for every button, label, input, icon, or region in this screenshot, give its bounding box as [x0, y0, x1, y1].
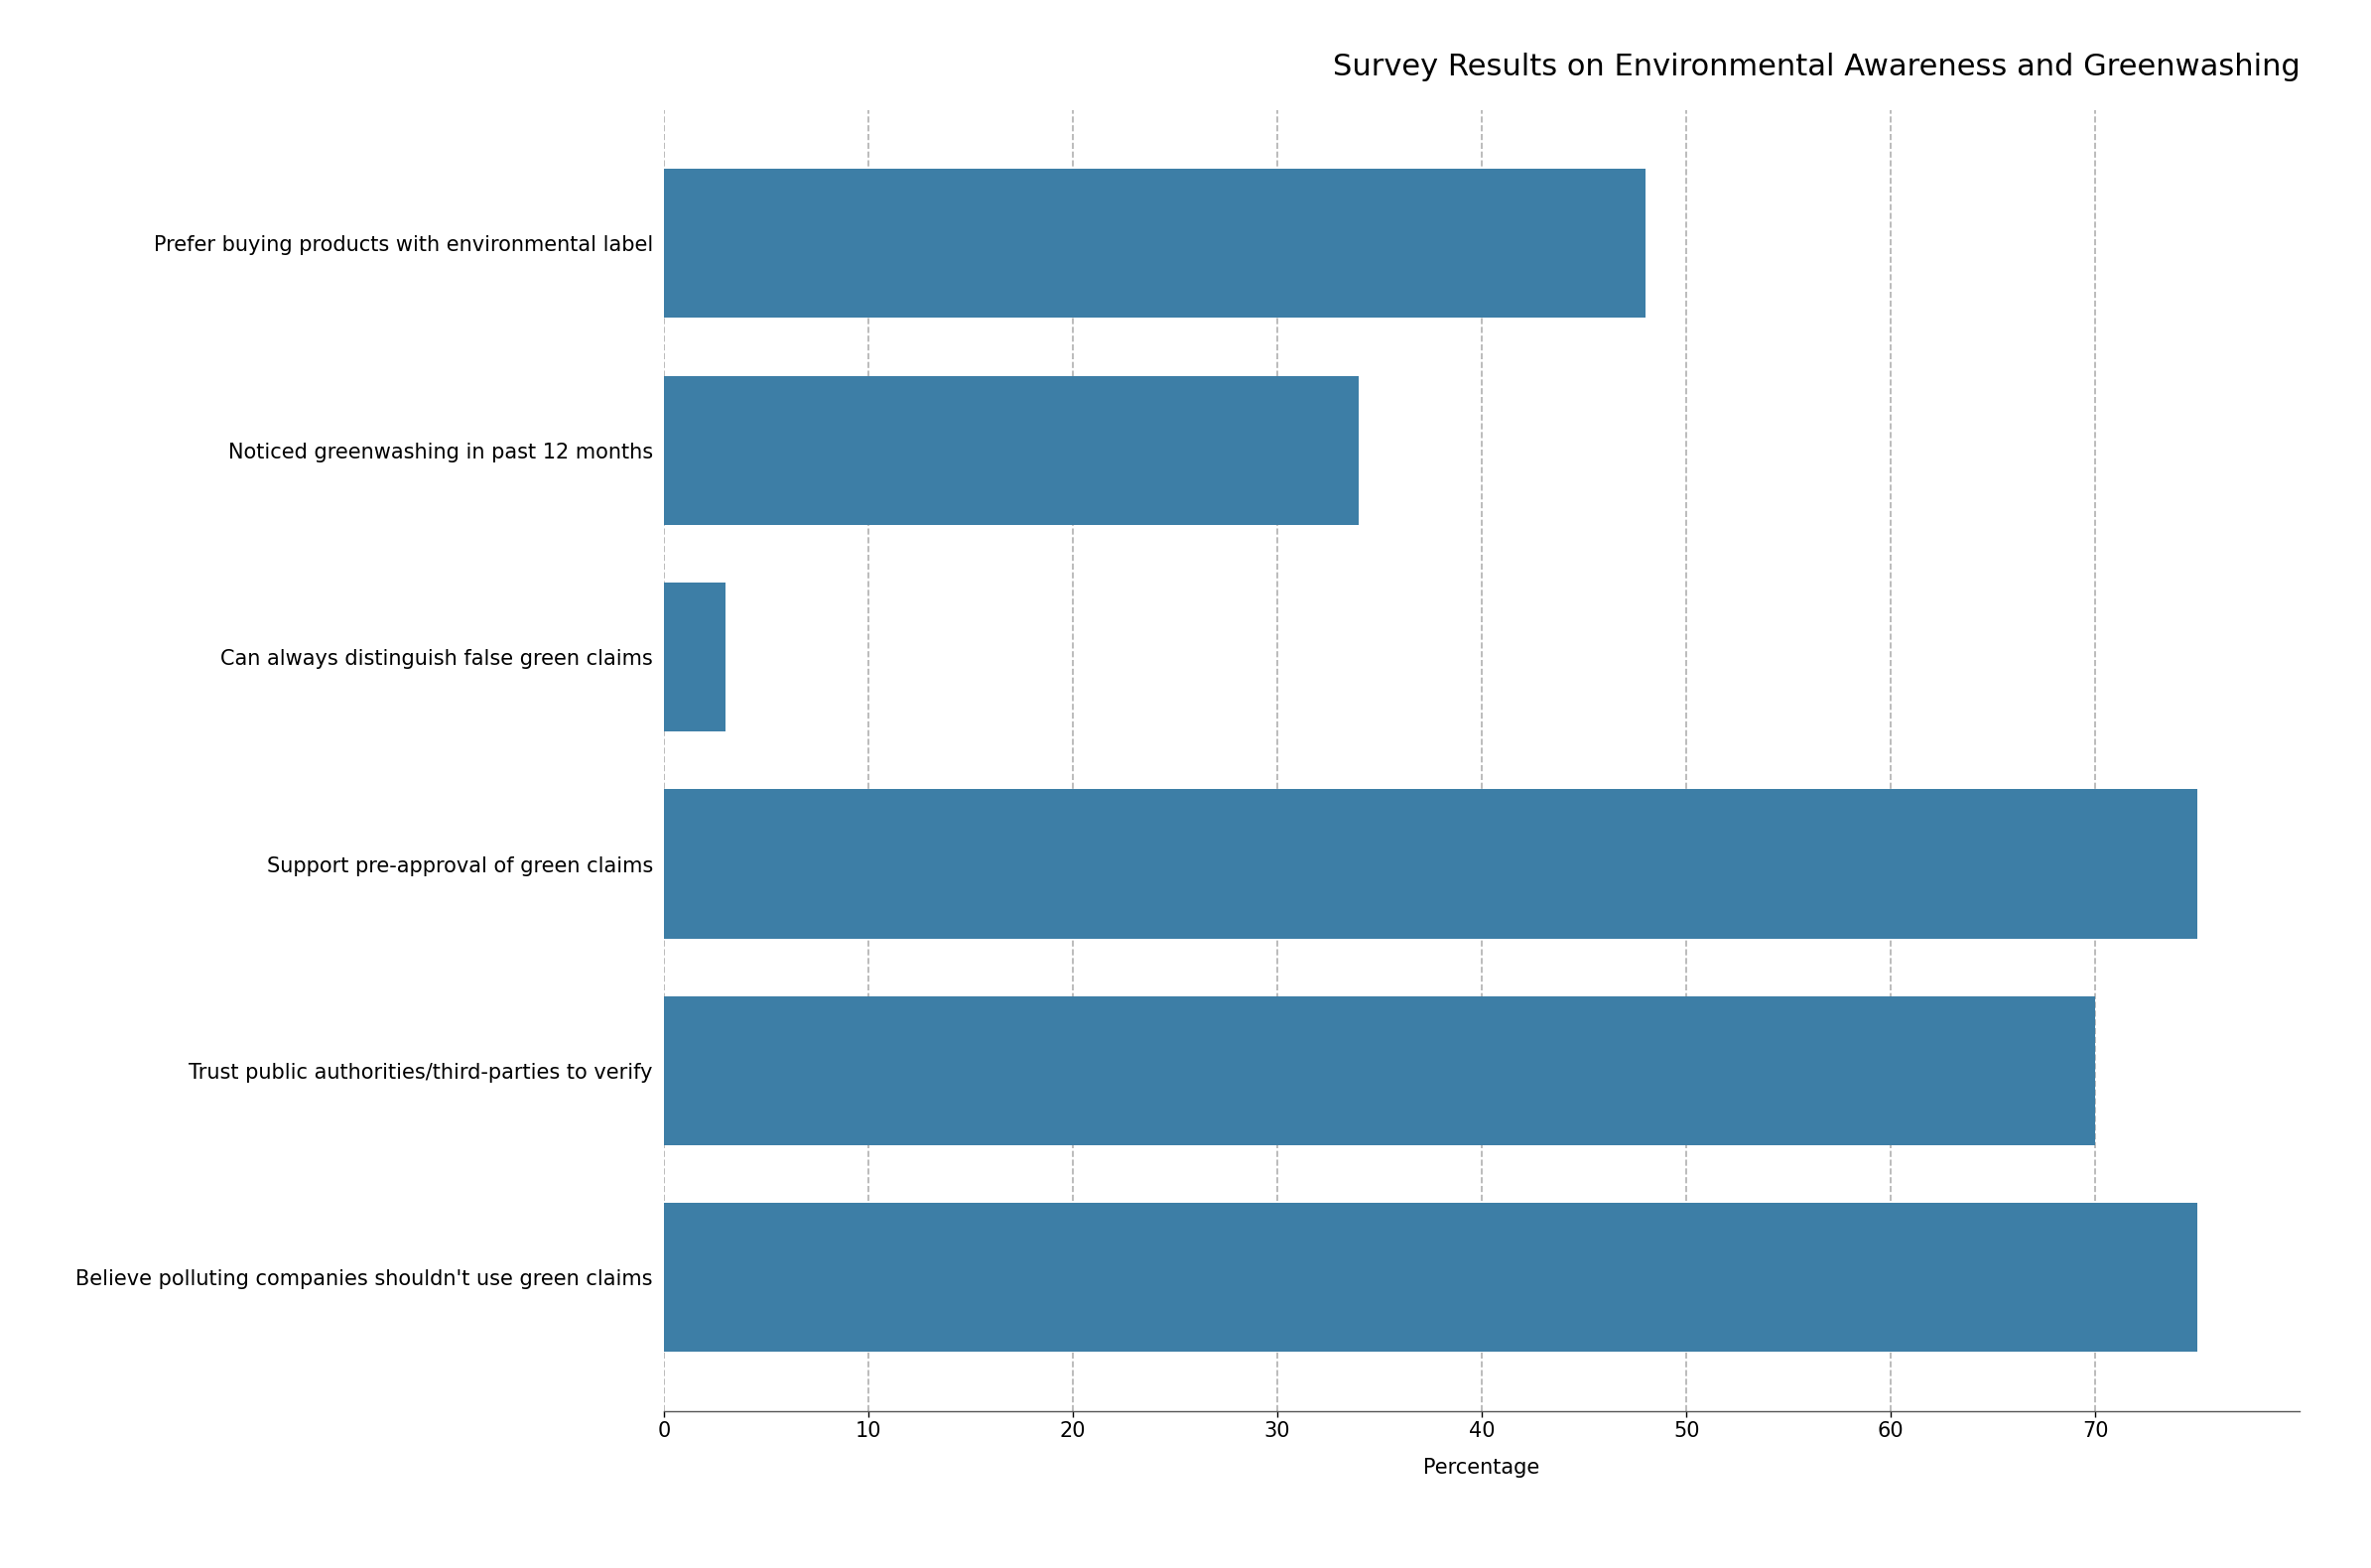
Bar: [664, 169, 1645, 318]
Bar: [664, 1203, 2198, 1352]
Bar: [664, 789, 2198, 938]
Bar: [664, 376, 1359, 525]
Bar: [664, 583, 726, 732]
Text: Survey Results on Environmental Awareness and Greenwashing: Survey Results on Environmental Awarenes…: [1333, 52, 2300, 82]
Bar: [664, 996, 2096, 1145]
X-axis label: Percentage: Percentage: [1423, 1458, 1541, 1477]
